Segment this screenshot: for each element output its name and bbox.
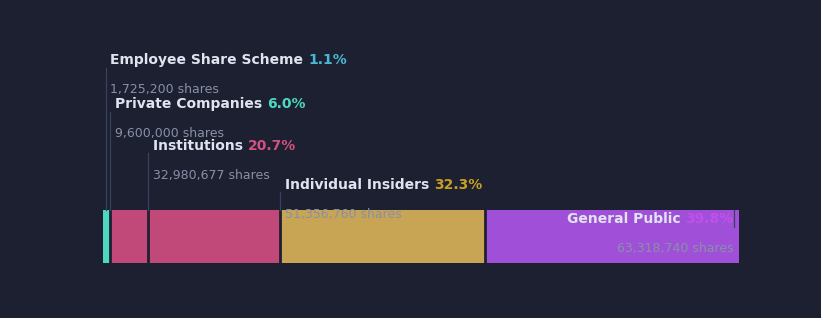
Bar xyxy=(148,210,280,263)
Text: 32,980,677 shares: 32,980,677 shares xyxy=(153,169,269,182)
Text: 32.3%: 32.3% xyxy=(434,178,482,192)
Bar xyxy=(485,210,739,263)
Text: Individual Insiders: Individual Insiders xyxy=(285,178,434,192)
Text: 39.8%: 39.8% xyxy=(686,212,734,226)
Text: Private Companies: Private Companies xyxy=(115,97,267,111)
Text: Employee Share Scheme: Employee Share Scheme xyxy=(110,53,308,67)
Text: 9,600,000 shares: 9,600,000 shares xyxy=(115,127,223,140)
Text: 1.1%: 1.1% xyxy=(308,53,347,67)
Bar xyxy=(280,210,485,263)
Text: 1,725,200 shares: 1,725,200 shares xyxy=(110,83,219,96)
Text: Institutions: Institutions xyxy=(153,139,248,153)
Text: 51,356,760 shares: 51,356,760 shares xyxy=(285,208,401,221)
Text: 63,318,740 shares: 63,318,740 shares xyxy=(617,242,734,255)
Bar xyxy=(103,210,110,263)
Text: 20.7%: 20.7% xyxy=(248,139,296,153)
Text: 6.0%: 6.0% xyxy=(267,97,305,111)
Text: General Public: General Public xyxy=(567,212,686,226)
Bar xyxy=(110,210,148,263)
